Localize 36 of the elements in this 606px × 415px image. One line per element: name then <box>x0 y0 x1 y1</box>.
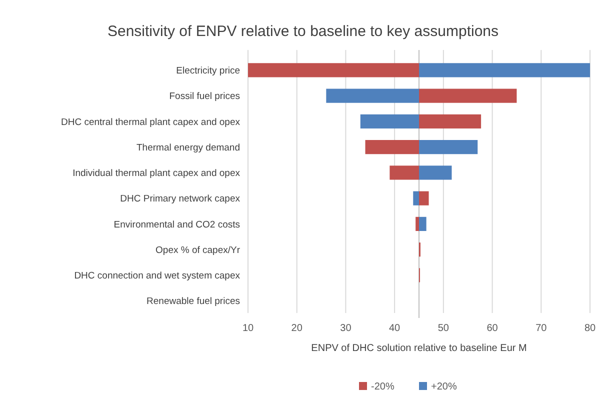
y-tick-label: Thermal energy demand <box>136 142 240 154</box>
bar <box>365 140 419 154</box>
y-tick-label: Fossil fuel prices <box>169 91 240 102</box>
x-tick-label: 20 <box>291 323 303 334</box>
chart-title: Sensitivity of ENPV relative to baseline to key assumptions <box>107 23 499 40</box>
bar <box>419 216 426 231</box>
bar <box>419 114 482 128</box>
x-tick-label: 80 <box>584 323 596 334</box>
x-tick-label: 30 <box>340 323 352 334</box>
legend-label: +20% <box>431 382 457 392</box>
bar <box>419 166 452 180</box>
y-tick-label: Opex % of capex/Yr <box>156 244 240 256</box>
bar <box>413 191 419 206</box>
y-tick-label: DHC Primary network capex <box>120 194 240 205</box>
x-axis-title: ENPV of DHC solution relative to baseline Eur M <box>311 343 527 354</box>
legend-label: -20% <box>371 382 394 392</box>
bar <box>390 166 419 180</box>
bar <box>419 63 590 78</box>
bar <box>248 63 419 78</box>
y-tick-label: DHC connection and wet system capex <box>74 270 240 282</box>
bar <box>360 114 419 128</box>
y-tick-label: Environmental and CO2 costs <box>114 219 240 230</box>
bar <box>326 88 419 103</box>
y-tick-label: Renewable fuel prices <box>146 296 240 308</box>
x-tick-label: 50 <box>438 323 450 334</box>
bar <box>419 191 429 206</box>
x-tick-label: 40 <box>389 323 401 334</box>
y-tick-label: Electricity price <box>176 66 240 76</box>
x-tick-label: 60 <box>486 323 498 334</box>
bar <box>419 88 517 103</box>
x-tick-label: 10 <box>242 323 254 334</box>
y-tick-label: DHC central thermal plant capex and opex <box>60 116 240 128</box>
x-tick-label: 70 <box>536 323 548 334</box>
y-tick-label: Individual thermal plant capex and opex <box>72 168 240 180</box>
bar <box>419 140 478 154</box>
bar <box>416 216 419 231</box>
